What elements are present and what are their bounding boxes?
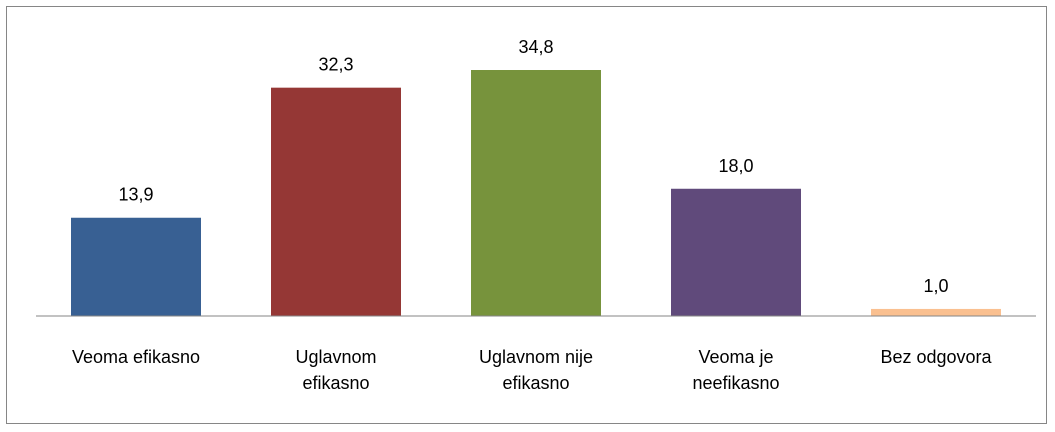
value-label: 18,0 [718,156,753,176]
x-tick-label: Veoma je neefikasno [692,347,780,393]
value-label: 13,9 [118,185,153,205]
x-tick-label: Veoma efikasno [71,347,201,367]
bar [671,188,801,316]
chart-frame [6,6,1047,424]
bar [471,70,601,316]
value-label: 32,3 [318,55,353,75]
value-label: 34,8 [518,37,553,57]
bar [871,308,1001,316]
x-tick-label: Uglavnom efikasno [295,347,377,393]
x-tick-label: Uglavnom nije efikasno [478,347,594,393]
bar [271,87,401,316]
bar [71,217,201,316]
x-tick-label: Bez odgovora [880,347,992,367]
value-label: 1,0 [923,276,948,296]
